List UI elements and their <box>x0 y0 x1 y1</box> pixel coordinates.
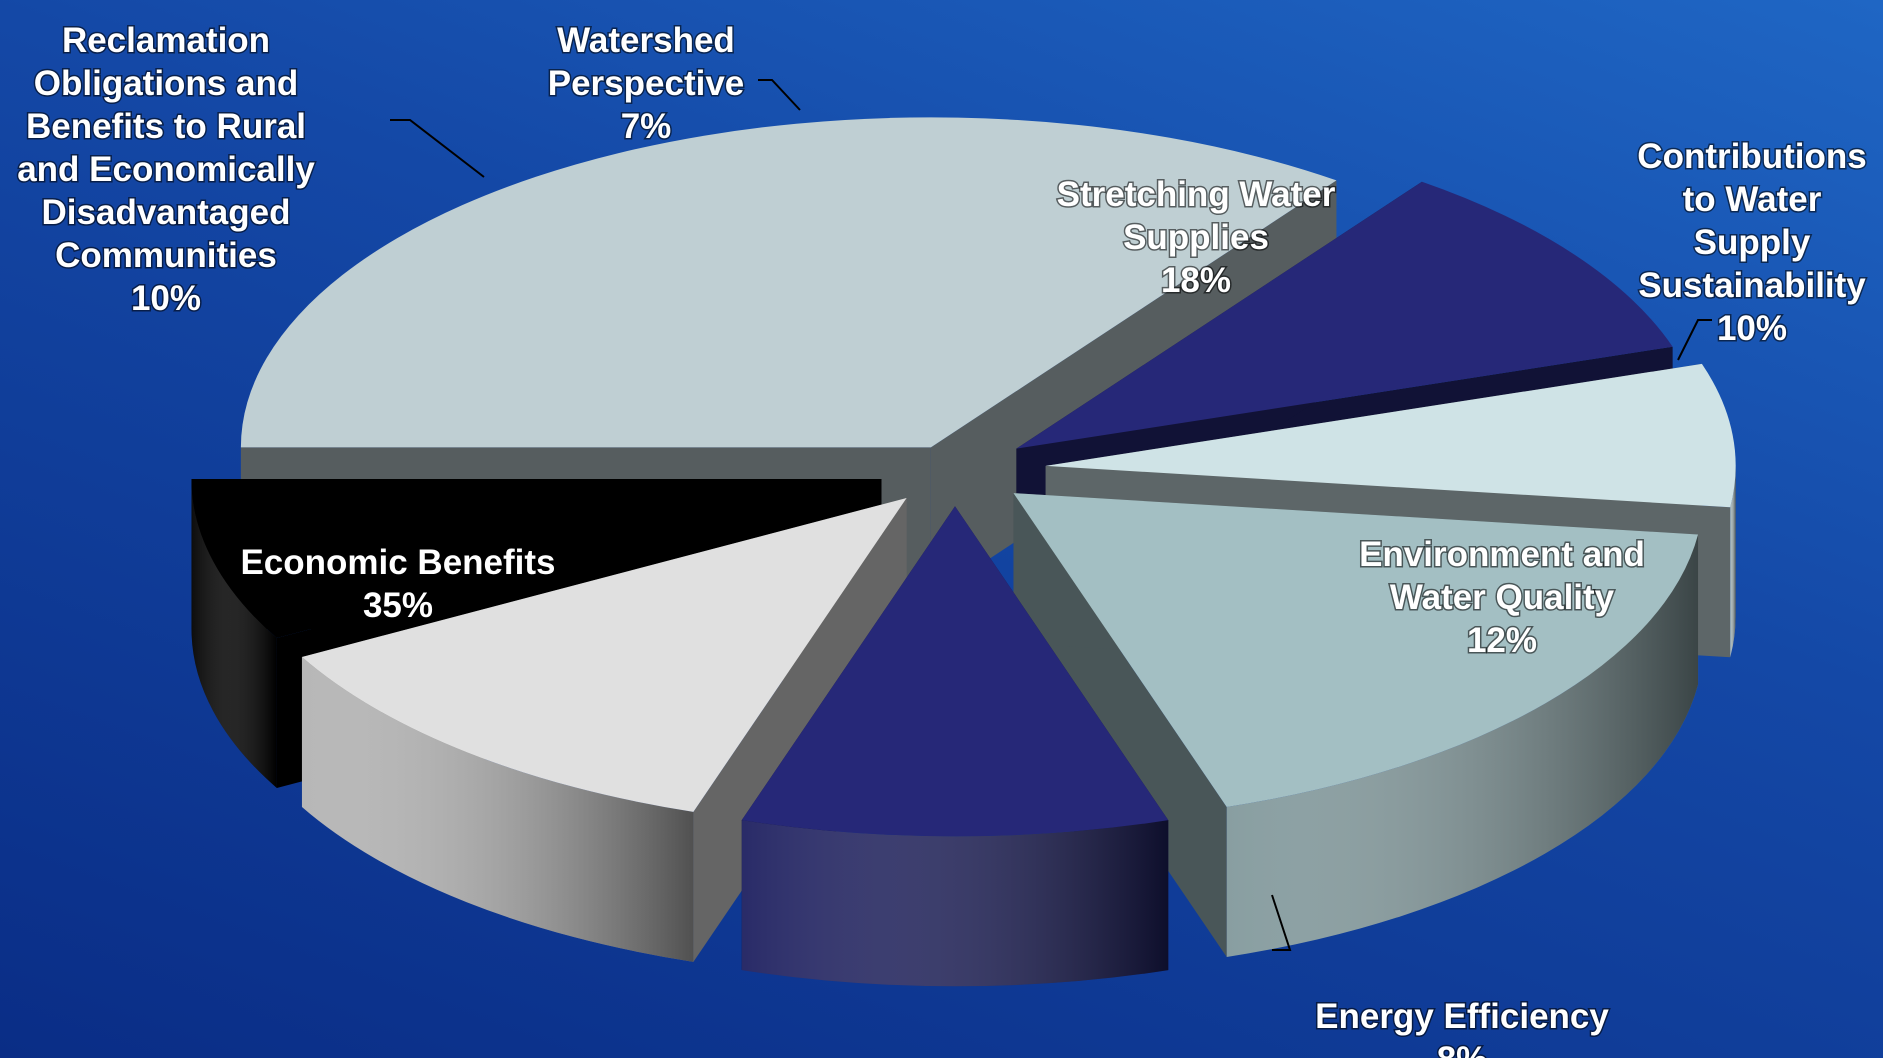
slice-label-line: Sustainability <box>1638 266 1866 305</box>
slice-label-line: 35% <box>363 586 433 625</box>
slice-label-line: 18% <box>1161 261 1231 300</box>
pie-slice-top <box>1013 493 1699 807</box>
slice-label: Stretching Water Supplies 18% <box>1057 175 1336 300</box>
slice-label-line: to Water <box>1683 180 1822 219</box>
slice-label-line: Water Quality <box>1390 578 1615 617</box>
slice-label-line: 7% <box>621 107 672 146</box>
slice-label-line: Contributions <box>1637 137 1866 176</box>
pie-slice-side-shade <box>741 820 1169 987</box>
slice-label-line: and Economically <box>17 150 315 189</box>
slice-label-line: Perspective <box>548 64 745 103</box>
slice-label: Economic Benefits 35% <box>240 543 555 625</box>
slice-label-line: 12% <box>1467 621 1537 660</box>
pie-slice <box>741 506 1169 987</box>
pie-slice-side-shade <box>1226 534 1699 957</box>
slice-label-line: Economic Benefits <box>240 543 555 582</box>
slice-label: Reclamation Obligations and Benefits to Ru… <box>17 21 315 318</box>
pie-slice-top <box>240 117 1337 448</box>
pie-slice-top <box>1016 181 1673 449</box>
slice-label: Contributions to Water Supply Sustainabilit… <box>1637 137 1866 348</box>
slice-label-line: Obligations and <box>34 64 298 103</box>
slice-label-line: Benefits to Rural <box>26 107 306 146</box>
pie-slice-side-shade <box>1730 465 1736 658</box>
slice-label-line: 8% <box>1437 1040 1488 1058</box>
leader-line <box>390 119 485 178</box>
slice-label-line: 10% <box>1717 309 1787 348</box>
pie-slice-top <box>301 497 907 812</box>
slice-label-line: Supplies <box>1123 218 1269 257</box>
leader-line <box>1271 894 1292 951</box>
slice-label-line: Reclamation <box>62 21 270 60</box>
slice-label-line: Environment and <box>1359 535 1645 574</box>
slice-label-line: Supply <box>1694 223 1811 262</box>
pie-slice-side-shade <box>301 656 694 962</box>
pie-slice-top <box>1045 363 1736 508</box>
slice-label-line: Stretching Water <box>1057 175 1336 214</box>
slice-label-line: 10% <box>131 279 201 318</box>
slice-label-line: Disadvantaged <box>42 193 291 232</box>
slice-label: Watershed Perspective 7% <box>548 21 745 146</box>
leader-line <box>1677 319 1712 361</box>
leader-line <box>758 79 801 111</box>
pie-slice-top <box>741 506 1169 837</box>
slice-label-line: Communities <box>55 236 277 275</box>
slice-label-line: Watershed <box>557 21 735 60</box>
pie-slice <box>1013 493 1699 957</box>
pie-slice-side-shade <box>191 479 277 789</box>
pie-slice-top <box>191 479 882 639</box>
slice-label-line: Energy Efficiency <box>1315 997 1609 1036</box>
slice-label: Environment and Water Quality 12% <box>1359 535 1645 660</box>
slice-label: Energy Efficiency 8% <box>1315 997 1609 1058</box>
